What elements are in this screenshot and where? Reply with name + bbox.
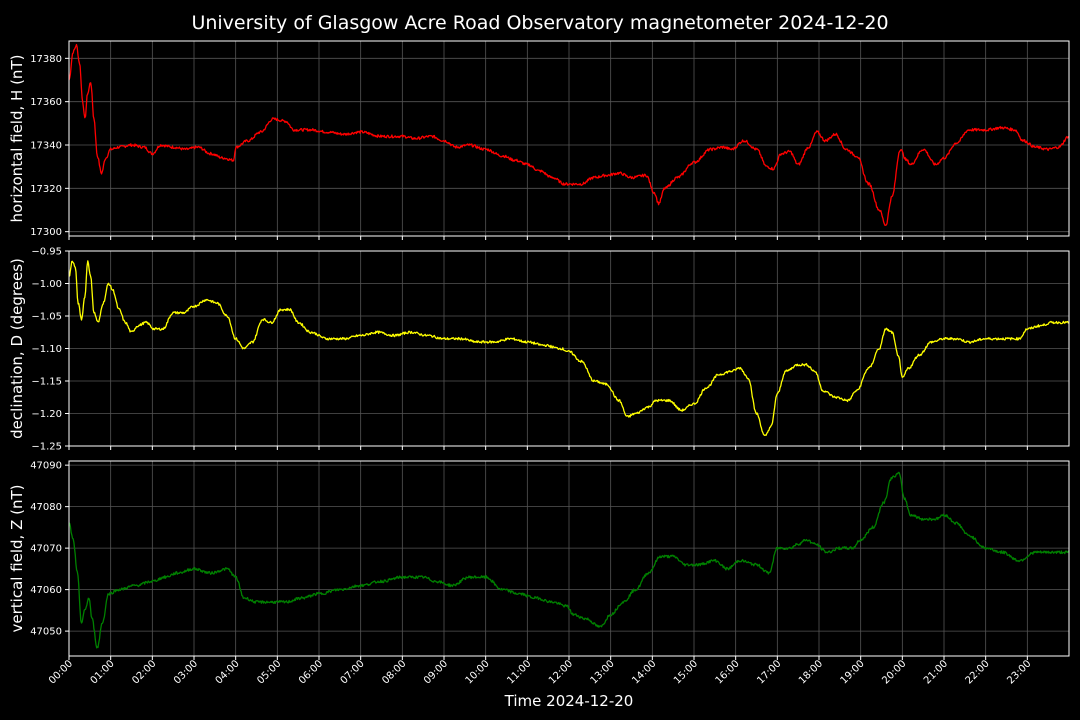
x-tick-label: 01:00 bbox=[89, 658, 117, 686]
panel-declination: −0.95 −1.00 −1.05 −1.10 −1.15 −1.20 −1.25 decli… bbox=[8, 247, 1070, 453]
x-tick-label: 08:00 bbox=[380, 658, 408, 686]
x-tick-label: 13:00 bbox=[589, 658, 617, 686]
x-tick-label: 23:00 bbox=[1005, 658, 1033, 686]
x-tick-label: 07:00 bbox=[339, 658, 367, 686]
panel-horizontal-field: 17300 17320 17340 17360 17380 horizontal fiel… bbox=[8, 40, 1070, 240]
y-tick-label: −1.20 bbox=[31, 409, 62, 420]
y-tick-label: 47070 bbox=[30, 544, 62, 555]
x-axis: 00:00 01:00 02:00 03:00 04:00 05:00 06:00 07:00… bbox=[47, 658, 1033, 686]
x-tick-label: 04:00 bbox=[214, 658, 242, 686]
x-tick-label: 17:00 bbox=[755, 658, 783, 686]
y-tick-label: 47050 bbox=[30, 627, 62, 638]
x-tick-label: 10:00 bbox=[464, 658, 492, 686]
x-tick-label: 11:00 bbox=[505, 658, 533, 686]
x-tick-label: 22:00 bbox=[964, 658, 992, 686]
series-line bbox=[68, 471, 1070, 649]
x-tick-label: 12:00 bbox=[547, 658, 575, 686]
panel-vertical-field: 47050 47060 47070 47080 47090 vertical field,… bbox=[8, 460, 1070, 660]
x-tick-label: 19:00 bbox=[839, 658, 867, 686]
y-tick-label: 47080 bbox=[30, 502, 62, 513]
x-tick-label: 06:00 bbox=[297, 658, 325, 686]
y-tick-label: −1.10 bbox=[31, 344, 62, 355]
x-tick-label: 21:00 bbox=[922, 658, 950, 686]
x-axis-label: Time 2024-12-20 bbox=[504, 692, 634, 710]
x-tick-label: 16:00 bbox=[714, 658, 742, 686]
y-axis-label: vertical field, Z (nT) bbox=[8, 484, 26, 632]
y-tick-label: −1.00 bbox=[31, 279, 62, 290]
chart-title: University of Glasgow Acre Road Observat… bbox=[191, 12, 888, 34]
y-tick-label: 17300 bbox=[30, 227, 62, 238]
y-tick-label: 17340 bbox=[30, 141, 62, 152]
x-tick-label: 00:00 bbox=[47, 658, 75, 686]
y-tick-label: 17360 bbox=[30, 97, 62, 108]
y-tick-label: −0.95 bbox=[31, 247, 62, 258]
x-tick-label: 14:00 bbox=[630, 658, 658, 686]
y-axis-label: declination, D (degrees) bbox=[8, 258, 26, 439]
x-tick-label: 18:00 bbox=[797, 658, 825, 686]
y-tick-label: 17380 bbox=[30, 54, 62, 65]
x-tick-label: 02:00 bbox=[130, 658, 158, 686]
y-tick-label: 47060 bbox=[30, 585, 62, 596]
series-line bbox=[68, 260, 1070, 437]
y-tick-label: 47090 bbox=[30, 461, 62, 472]
x-tick-label: 05:00 bbox=[255, 658, 283, 686]
y-axis-label: horizontal field, H (nT) bbox=[8, 55, 26, 223]
y-tick-label: 17320 bbox=[30, 184, 62, 195]
x-tick-label: 15:00 bbox=[672, 658, 700, 686]
x-tick-label: 20:00 bbox=[880, 658, 908, 686]
x-tick-label: 09:00 bbox=[422, 658, 450, 686]
series-line bbox=[68, 43, 1070, 226]
y-tick-label: −1.05 bbox=[31, 312, 62, 323]
x-tick-label: 03:00 bbox=[172, 658, 200, 686]
y-tick-label: −1.25 bbox=[31, 442, 62, 453]
y-tick-label: −1.15 bbox=[31, 377, 62, 388]
